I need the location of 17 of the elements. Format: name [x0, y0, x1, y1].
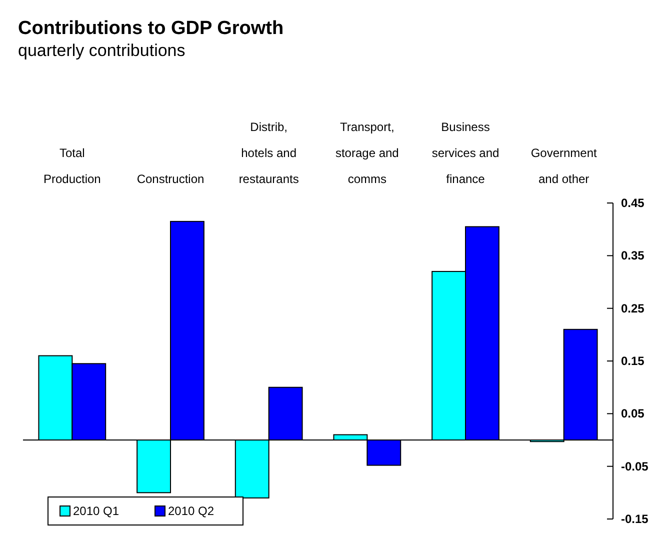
legend-label: 2010 Q1: [73, 504, 120, 518]
y-tick-label: -0.15: [621, 512, 649, 526]
y-tick-label: 0.05: [621, 406, 645, 421]
x-tick-label: Construction: [136, 172, 204, 186]
x-tick-label: Distrib, hotels and restaurants: [238, 120, 299, 186]
x-tick-label: Transport, storage and comms: [335, 120, 399, 186]
legend-label: 2010 Q2: [168, 504, 214, 518]
y-tick-label: -0.05: [621, 459, 649, 474]
y-tick-label: 0.35: [621, 248, 645, 263]
chart-subtitle: quarterly contributions: [18, 41, 186, 60]
y-tick-label: 0.15: [621, 354, 645, 368]
x-tick-label: Government and other: [530, 146, 598, 186]
x-tick-label: Business services and finance: [432, 120, 500, 186]
y-tick-label: 0.25: [621, 301, 645, 316]
y-tick-label: 0.45: [621, 196, 645, 210]
x-tick-label: Total Production: [43, 146, 101, 186]
chart-title: Contributions to GDP Growth: [18, 18, 284, 39]
